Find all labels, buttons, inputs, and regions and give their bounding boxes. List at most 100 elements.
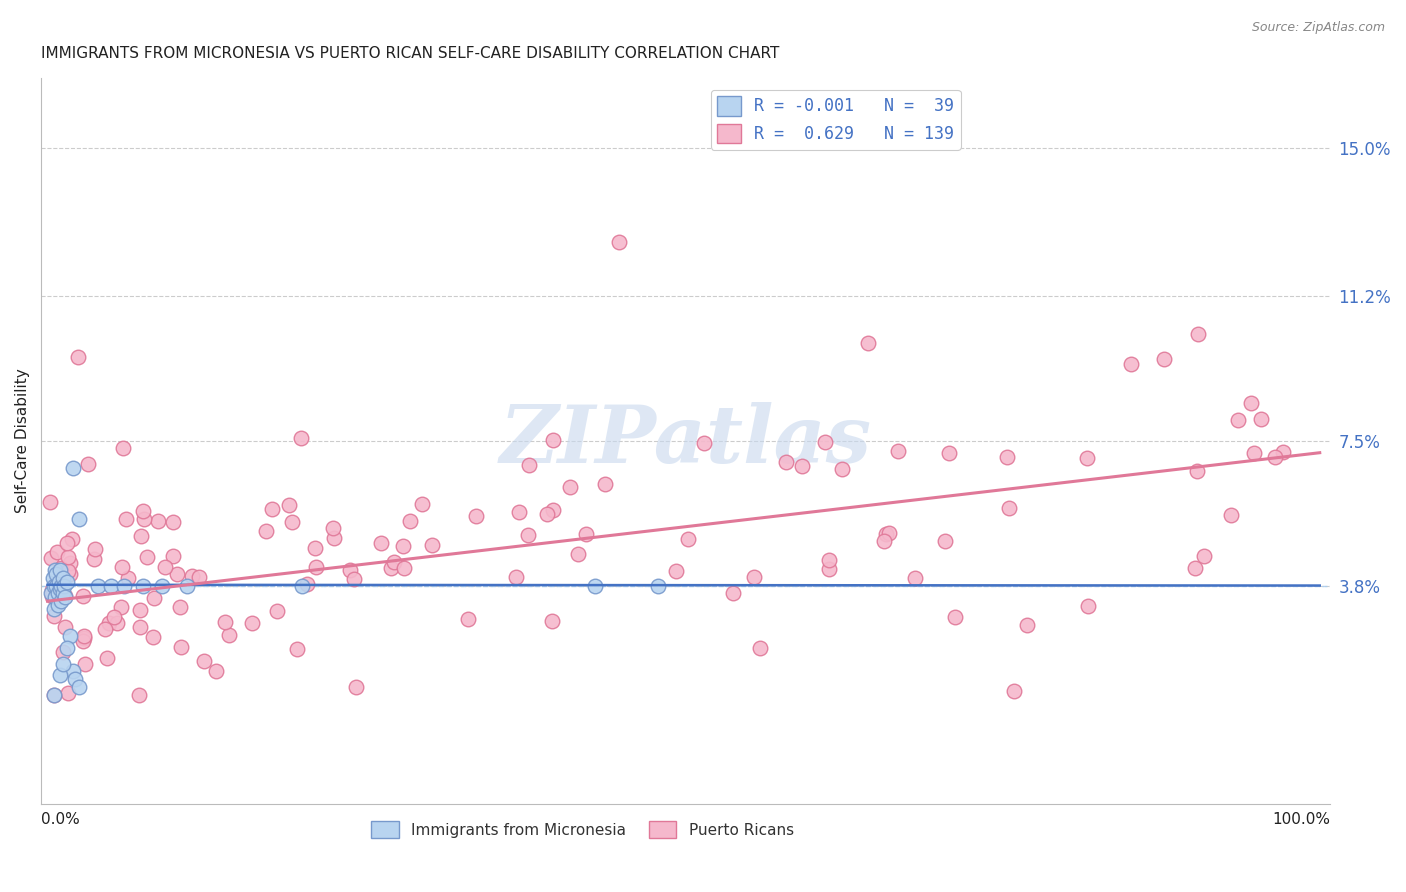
Point: [39, 586, 62, 600]
Point: [204, 665, 226, 679]
Point: [877, 525, 900, 540]
Point: [62, 461, 84, 475]
Point: [67, 512, 90, 526]
Point: [59, 556, 82, 570]
Point: [72, 634, 94, 648]
Point: [170, 640, 193, 654]
Point: [44, 563, 66, 577]
Text: ZIPatlas: ZIPatlas: [499, 402, 872, 480]
Point: [42, 688, 65, 702]
Point: [322, 531, 344, 545]
Point: [44, 591, 66, 605]
Point: [541, 614, 564, 628]
Point: [42, 602, 65, 616]
Point: [162, 549, 184, 564]
Point: [129, 620, 152, 634]
Point: [129, 529, 152, 543]
Point: [53, 620, 76, 634]
Point: [574, 527, 596, 541]
Point: [53, 591, 76, 605]
Point: [818, 561, 841, 575]
Point: [180, 569, 202, 583]
Point: [814, 434, 837, 449]
Point: [295, 577, 318, 591]
Point: [67, 680, 90, 694]
Point: [166, 566, 188, 581]
Point: [114, 512, 136, 526]
Point: [1250, 412, 1272, 426]
Point: [53, 578, 76, 592]
Point: [218, 628, 240, 642]
Point: [240, 615, 263, 630]
Point: [1015, 617, 1038, 632]
Point: [508, 505, 530, 519]
Point: [105, 616, 128, 631]
Point: [46, 598, 69, 612]
Point: [60, 532, 83, 546]
Point: [39, 494, 62, 508]
Point: [75, 657, 97, 671]
Point: [49, 563, 72, 577]
Point: [84, 541, 107, 556]
Point: [997, 501, 1019, 516]
Point: [399, 514, 422, 528]
Point: [214, 615, 236, 629]
Point: [98, 616, 121, 631]
Point: [39, 550, 62, 565]
Text: Source: ZipAtlas.com: Source: ZipAtlas.com: [1251, 21, 1385, 34]
Point: [392, 539, 415, 553]
Point: [49, 668, 72, 682]
Point: [339, 563, 361, 577]
Point: [260, 502, 283, 516]
Point: [42, 578, 65, 592]
Point: [45, 578, 67, 592]
Point: [872, 534, 894, 549]
Point: [66, 350, 89, 364]
Point: [52, 571, 75, 585]
Point: [322, 521, 344, 535]
Point: [96, 651, 118, 665]
Point: [142, 630, 165, 644]
Point: [41, 589, 63, 603]
Point: [422, 538, 444, 552]
Point: [748, 641, 770, 656]
Point: [411, 497, 433, 511]
Point: [934, 534, 956, 549]
Point: [1119, 358, 1142, 372]
Point: [1192, 549, 1215, 563]
Point: [136, 550, 159, 565]
Point: [169, 599, 191, 614]
Point: [541, 503, 564, 517]
Point: [153, 560, 176, 574]
Point: [142, 591, 165, 606]
Point: [457, 612, 479, 626]
Point: [129, 603, 152, 617]
Point: [887, 444, 910, 458]
Y-axis label: Self-Care Disability: Self-Care Disability: [15, 368, 30, 514]
Point: [110, 599, 132, 614]
Point: [49, 582, 72, 597]
Point: [1184, 561, 1206, 575]
Point: [146, 514, 169, 528]
Point: [856, 336, 879, 351]
Point: [162, 515, 184, 529]
Point: [56, 686, 79, 700]
Legend: Immigrants from Micronesia, Puerto Ricans: Immigrants from Micronesia, Puerto Rican…: [366, 815, 800, 844]
Point: [1226, 413, 1249, 427]
Point: [73, 631, 96, 645]
Point: [53, 589, 76, 603]
Point: [305, 560, 328, 574]
Point: [132, 512, 155, 526]
Point: [266, 604, 288, 618]
Point: [58, 564, 80, 578]
Point: [44, 609, 66, 624]
Point: [392, 560, 415, 574]
Point: [72, 590, 94, 604]
Point: [792, 458, 814, 473]
Point: [465, 509, 488, 524]
Point: [128, 688, 150, 702]
Point: [304, 541, 326, 555]
Text: 100.0%: 100.0%: [1272, 812, 1330, 827]
Text: 0.0%: 0.0%: [41, 812, 80, 827]
Point: [62, 665, 84, 679]
